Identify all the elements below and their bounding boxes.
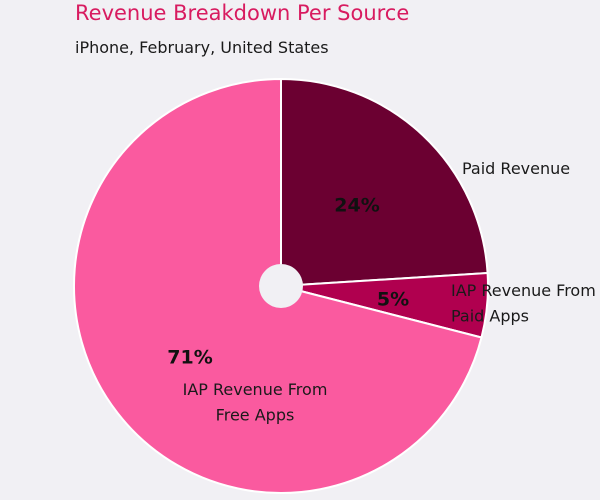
slice-value-label-0: 24% <box>334 195 379 217</box>
slice-category-line: Paid Revenue <box>462 159 570 178</box>
slice-value-label-1: 5% <box>377 289 409 311</box>
slice-category-line: IAP Revenue From <box>183 380 328 399</box>
slice-category-line: Free Apps <box>216 406 295 425</box>
slice-value-label-2: 71% <box>167 347 212 369</box>
chart-subtitle: iPhone, February, United States <box>75 38 329 57</box>
slice-category-line: IAP Revenue From <box>451 281 596 300</box>
slice-category-line: Paid Apps <box>451 307 529 326</box>
slice-category-label-0: Paid Revenue <box>462 159 570 178</box>
slice-category-label-1: IAP Revenue From Paid Apps <box>451 281 596 326</box>
chart-title: Revenue Breakdown Per Source <box>75 1 410 25</box>
pie-center-hole <box>259 264 303 308</box>
slice-category-label-2: IAP Revenue From Free Apps <box>183 380 328 425</box>
pie-slice-0 <box>280 77 489 288</box>
